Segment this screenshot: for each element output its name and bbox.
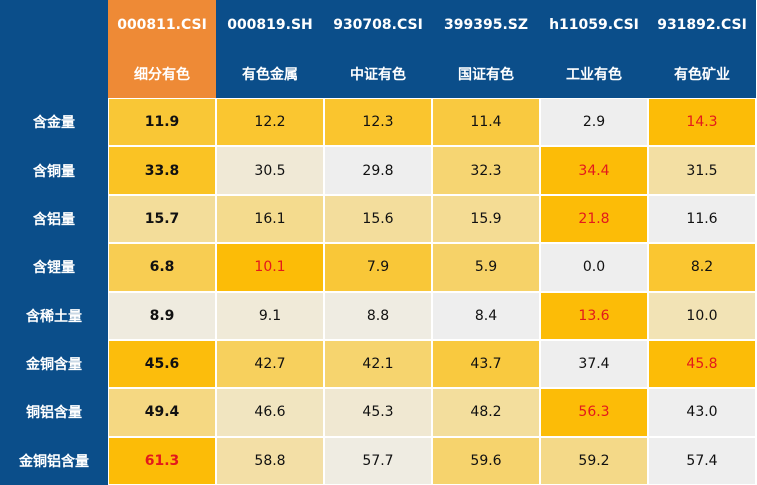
column-code-header: 000811.CSI	[108, 0, 216, 50]
value-cell: 58.8	[216, 436, 324, 485]
value-cell: 46.6	[216, 388, 324, 437]
row-label: 含稀土量	[0, 291, 108, 340]
value-cell: 8.2	[648, 243, 756, 292]
value-cell: 11.6	[648, 194, 756, 244]
value-cell: 13.6	[540, 291, 648, 340]
value-cell: 29.8	[324, 146, 432, 195]
corner-cell	[0, 0, 108, 98]
value-cell: 59.2	[540, 436, 648, 485]
value-cell: 42.1	[324, 339, 432, 389]
value-cell: 48.2	[432, 388, 540, 437]
value-cell: 45.6	[108, 339, 216, 389]
column-code-header: 000819.SH	[216, 0, 324, 50]
value-cell: 11.4	[432, 98, 540, 147]
value-cell: 30.5	[216, 146, 324, 195]
value-cell: 49.4	[108, 388, 216, 437]
value-cell: 16.1	[216, 194, 324, 244]
value-cell: 32.3	[432, 146, 540, 195]
row-label: 含金量	[0, 98, 108, 147]
column-name-header: 有色矿业	[648, 50, 756, 98]
value-cell: 45.3	[324, 388, 432, 437]
value-cell: 57.4	[648, 436, 756, 485]
value-cell: 59.6	[432, 436, 540, 485]
row-label: 含铝量	[0, 194, 108, 244]
value-cell: 45.8	[648, 339, 756, 389]
value-cell: 9.1	[216, 291, 324, 340]
value-cell: 12.3	[324, 98, 432, 147]
value-cell: 2.9	[540, 98, 648, 147]
value-cell: 33.8	[108, 146, 216, 195]
value-cell: 0.0	[540, 243, 648, 292]
value-cell: 6.8	[108, 243, 216, 292]
column-name-header: 工业有色	[540, 50, 648, 98]
value-cell: 43.0	[648, 388, 756, 437]
value-cell: 31.5	[648, 146, 756, 195]
value-cell: 15.9	[432, 194, 540, 244]
value-cell: 5.9	[432, 243, 540, 292]
column-name-header: 国证有色	[432, 50, 540, 98]
column-code-header: 399395.SZ	[432, 0, 540, 50]
value-cell: 57.7	[324, 436, 432, 485]
value-cell: 15.6	[324, 194, 432, 244]
value-cell: 42.7	[216, 339, 324, 389]
value-cell: 61.3	[108, 436, 216, 485]
value-cell: 12.2	[216, 98, 324, 147]
row-label: 含锂量	[0, 243, 108, 292]
column-code-header: 931892.CSI	[648, 0, 756, 50]
value-cell: 21.8	[540, 194, 648, 244]
column-name-header: 有色金属	[216, 50, 324, 98]
value-cell: 10.0	[648, 291, 756, 340]
row-label: 金铜铝含量	[0, 436, 108, 485]
value-cell: 14.3	[648, 98, 756, 147]
value-cell: 11.9	[108, 98, 216, 147]
column-code-header: h11059.CSI	[540, 0, 648, 50]
row-label: 铜铝含量	[0, 388, 108, 437]
value-cell: 56.3	[540, 388, 648, 437]
value-cell: 8.9	[108, 291, 216, 340]
value-cell: 8.8	[324, 291, 432, 340]
value-cell: 15.7	[108, 194, 216, 244]
row-label: 含铜量	[0, 146, 108, 195]
column-name-header: 中证有色	[324, 50, 432, 98]
value-cell: 8.4	[432, 291, 540, 340]
value-cell: 37.4	[540, 339, 648, 389]
value-cell: 34.4	[540, 146, 648, 195]
column-code-header: 930708.CSI	[324, 0, 432, 50]
value-cell: 43.7	[432, 339, 540, 389]
row-label: 金铜含量	[0, 339, 108, 389]
column-name-header: 细分有色	[108, 50, 216, 98]
value-cell: 7.9	[324, 243, 432, 292]
value-cell: 10.1	[216, 243, 324, 292]
